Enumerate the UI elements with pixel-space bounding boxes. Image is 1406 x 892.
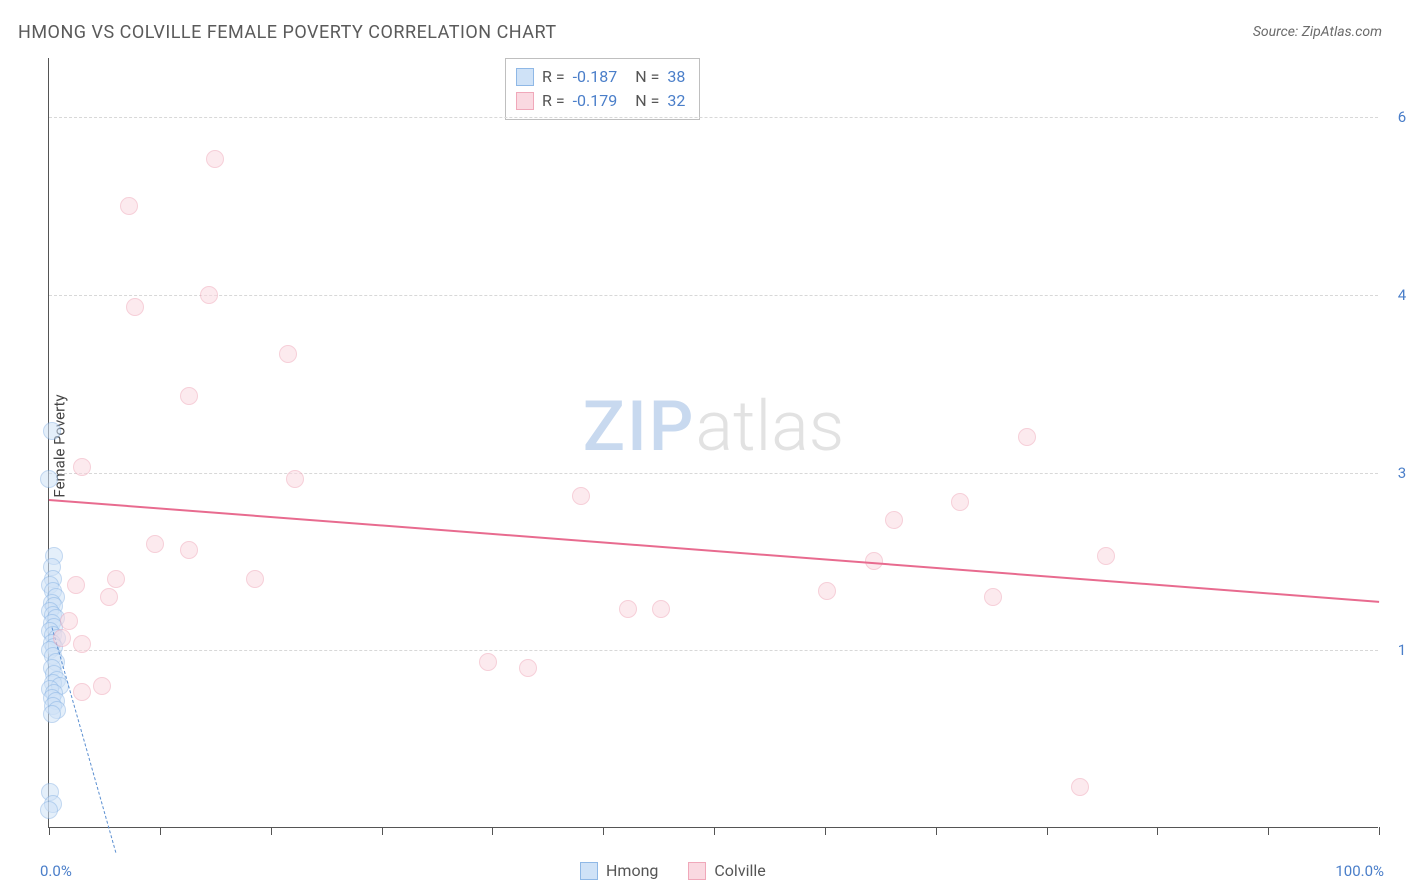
scatter-point-colville [286, 470, 304, 488]
chart-title: HMONG VS COLVILLE FEMALE POVERTY CORRELA… [18, 22, 557, 43]
x-tick [1157, 827, 1158, 835]
colville-r-value: -0.179 [573, 89, 618, 113]
x-tick [49, 827, 50, 835]
hmong-r-value: -0.187 [573, 65, 618, 89]
stats-row-colville: R = -0.179 N = 32 [516, 89, 685, 113]
x-tick [603, 827, 604, 835]
legend-item-hmong: Hmong [580, 861, 658, 880]
scatter-point-colville [984, 588, 1002, 606]
scatter-point-colville [951, 493, 969, 511]
scatter-point-colville [1071, 778, 1089, 796]
scatter-point-colville [53, 629, 71, 647]
scatter-point-colville [60, 612, 78, 630]
watermark: ZIPatlas [583, 386, 845, 468]
r-label: R = [542, 65, 565, 89]
scatter-point-colville [100, 588, 118, 606]
colville-n-value: 32 [667, 89, 685, 113]
scatter-point-colville [120, 197, 138, 215]
hmong-swatch [516, 68, 534, 86]
hmong-n-value: 38 [667, 65, 685, 89]
x-axis-min-label: 0.0% [40, 862, 72, 880]
scatter-point-colville [572, 487, 590, 505]
stats-row-hmong: R = -0.187 N = 38 [516, 65, 685, 89]
watermark-atlas: atlas [695, 386, 844, 468]
gridline-h [49, 473, 1378, 474]
trend-line-colville [49, 499, 1379, 603]
scatter-point-colville [519, 659, 537, 677]
gridline-h [49, 650, 1378, 651]
legend: Hmong Colville [580, 861, 766, 880]
scatter-point-colville [146, 535, 164, 553]
scatter-point-colville [206, 150, 224, 168]
x-tick [271, 827, 272, 835]
scatter-point-hmong [40, 801, 58, 819]
scatter-point-colville [73, 635, 91, 653]
scatter-point-colville [246, 570, 264, 588]
plot-area: ZIPatlas R = -0.187 N = 38 R = -0.179 N … [48, 58, 1378, 828]
x-tick [1047, 827, 1048, 835]
x-axis-max-label: 100.0% [1335, 862, 1384, 880]
scatter-point-colville [93, 677, 111, 695]
scatter-point-hmong [43, 705, 61, 723]
scatter-point-colville [479, 653, 497, 671]
r-label: R = [542, 89, 565, 113]
scatter-point-colville [67, 576, 85, 594]
y-tick-label: 45.0% [1383, 286, 1406, 304]
colville-swatch [688, 862, 706, 880]
correlation-stats-box: R = -0.187 N = 38 R = -0.179 N = 32 [505, 58, 700, 120]
scatter-point-colville [1018, 428, 1036, 446]
scatter-point-colville [1097, 547, 1115, 565]
y-tick-label: 30.0% [1383, 464, 1406, 482]
x-tick [825, 827, 826, 835]
n-label: N = [635, 65, 659, 89]
x-tick [492, 827, 493, 835]
scatter-point-colville [279, 345, 297, 363]
x-tick [160, 827, 161, 835]
gridline-h [49, 295, 1378, 296]
hmong-swatch [580, 862, 598, 880]
scatter-point-colville [200, 286, 218, 304]
scatter-point-colville [885, 511, 903, 529]
colville-swatch [516, 92, 534, 110]
scatter-point-colville [180, 541, 198, 559]
scatter-point-colville [818, 582, 836, 600]
legend-label-hmong: Hmong [606, 861, 658, 880]
trend-line-hmong [51, 627, 116, 852]
gridline-h [49, 117, 1378, 118]
source-attribution: Source: ZipAtlas.com [1253, 24, 1382, 40]
x-tick [1268, 827, 1269, 835]
y-tick-label: 15.0% [1383, 641, 1406, 659]
scatter-point-colville [107, 570, 125, 588]
scatter-point-colville [73, 458, 91, 476]
scatter-point-colville [619, 600, 637, 618]
legend-label-colville: Colville [714, 861, 765, 880]
x-tick [936, 827, 937, 835]
n-label: N = [635, 89, 659, 113]
x-tick [714, 827, 715, 835]
scatter-point-hmong [43, 422, 61, 440]
x-tick [382, 827, 383, 835]
scatter-point-colville [652, 600, 670, 618]
x-tick [1379, 827, 1380, 835]
legend-item-colville: Colville [688, 861, 765, 880]
scatter-point-colville [180, 387, 198, 405]
scatter-point-colville [126, 298, 144, 316]
scatter-point-colville [73, 683, 91, 701]
scatter-point-hmong [40, 470, 58, 488]
watermark-zip: ZIP [583, 386, 696, 468]
y-tick-label: 60.0% [1383, 108, 1406, 126]
